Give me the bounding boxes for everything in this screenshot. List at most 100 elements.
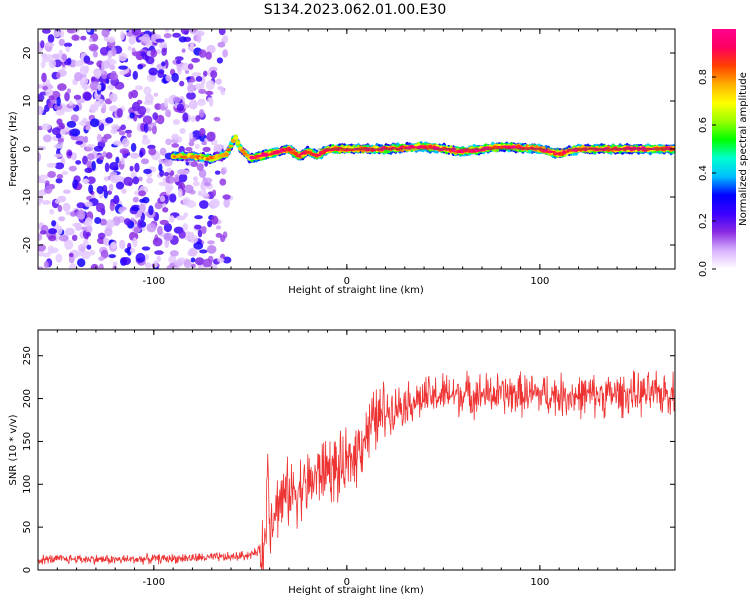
heatmap-cell [72, 179, 79, 189]
heatmap-cell [146, 177, 154, 184]
heatmap-cell [109, 105, 118, 112]
heatmap-cell [181, 62, 190, 71]
heatmap-cell [116, 108, 123, 118]
heatmap-cell [153, 92, 159, 97]
heatmap-cell [68, 165, 77, 172]
heatmap-cell [64, 227, 75, 236]
heatmap-cell [196, 163, 204, 172]
heatmap-cell [169, 193, 177, 203]
heatmap-cell [191, 57, 201, 63]
heatmap-cell [161, 47, 167, 56]
heatmap-cell [133, 226, 142, 233]
heatmap-cell [205, 51, 212, 60]
heatmap-cell [138, 190, 147, 197]
heatmap-cell [206, 44, 216, 54]
heatmap-cell [41, 72, 47, 83]
heatmap-cell [202, 185, 207, 195]
heatmap-cell [47, 171, 56, 178]
heatmap-cell [143, 168, 152, 175]
heatmap-cell [86, 160, 93, 169]
heatmap-cell [194, 257, 205, 266]
heatmap-cell [177, 188, 183, 198]
heatmap-cell [194, 215, 203, 220]
heatmap-cell [244, 153, 250, 157]
y-tick-label: -10 [22, 189, 33, 205]
heatmap-cell [40, 40, 45, 49]
heatmap-cell [55, 109, 65, 116]
heatmap-cell [132, 70, 138, 80]
heatmap-cell [189, 29, 197, 33]
heatmap-cell [166, 112, 171, 118]
heatmap-cell [142, 196, 150, 204]
heatmap-cell [295, 155, 301, 158]
heatmap-cell [148, 205, 154, 216]
heatmap-cell [230, 138, 236, 143]
heatmap-cell [203, 70, 208, 77]
heatmap-cell [129, 112, 135, 119]
heatmap-cell [203, 177, 213, 184]
heatmap-cell [56, 225, 63, 235]
heatmap-cell [139, 150, 144, 158]
heatmap-cell [70, 211, 77, 217]
heatmap-cell [208, 66, 218, 72]
heatmap-cell [205, 80, 215, 90]
heatmap-cell [38, 94, 45, 102]
heatmap-cell [206, 131, 216, 142]
heatmap-cell [53, 144, 64, 149]
heatmap-cell [233, 136, 239, 140]
heatmap-cell [42, 252, 51, 258]
heatmap-cell [77, 258, 86, 268]
heatmap-cell [154, 250, 164, 255]
heatmap-cell [115, 181, 125, 190]
x-tick-label: -100 [142, 577, 165, 588]
heatmap-cell [56, 72, 61, 79]
heatmap-cell [88, 37, 93, 43]
heatmap-cell [152, 237, 163, 247]
heatmap-cell [85, 125, 92, 131]
heatmap-cell [190, 41, 194, 50]
heatmap-cell [240, 148, 246, 153]
heatmap-cell [119, 148, 130, 155]
heatmap-cell [77, 243, 86, 253]
heatmap-cell [103, 133, 112, 140]
heatmap-cell [179, 128, 186, 134]
heatmap-cell [107, 84, 115, 90]
y-tick-label: 150 [22, 432, 33, 451]
heatmap-cell [81, 84, 91, 90]
snr-y-label: SNR (10 * v/v) [8, 414, 19, 485]
heatmap-cell [108, 183, 114, 192]
heatmap-cell [120, 157, 125, 165]
heatmap-cell [158, 163, 163, 172]
heatmap-cell [57, 204, 63, 213]
heatmap-cell [107, 50, 113, 59]
heatmap-cell [177, 169, 187, 175]
colorbar: 0.0 0.2 0.4 0.6 0.8 Normalized spectral ampl… [698, 29, 749, 277]
heatmap-cell [100, 249, 109, 259]
heatmap-cell [110, 241, 117, 249]
heatmap-cell [176, 103, 185, 112]
heatmap-cell [169, 250, 179, 257]
heatmap-cell [199, 127, 206, 137]
heatmap-cell [75, 140, 84, 145]
heatmap-cell [110, 70, 117, 77]
heatmap-cell [164, 98, 169, 108]
heatmap-cell [97, 84, 102, 91]
heatmap-cell [152, 112, 159, 120]
heatmap-cell [176, 62, 183, 72]
heatmap-cell [148, 148, 157, 156]
heatmap-cell [121, 188, 127, 194]
heatmap-cell [71, 234, 78, 241]
heatmap-cell [104, 162, 110, 173]
heatmap-cell [210, 215, 219, 225]
heatmap-cell [206, 245, 217, 254]
heatmap-cell [184, 30, 189, 35]
heatmap-cell [161, 61, 166, 67]
heatmap-cell [75, 251, 84, 257]
heatmap-cell [88, 249, 96, 256]
heatmap-cell [293, 151, 299, 156]
heatmap-cell [171, 143, 180, 148]
heatmap-cell [118, 65, 128, 70]
heatmap-cell [109, 201, 115, 212]
heatmap-cell [130, 142, 137, 152]
